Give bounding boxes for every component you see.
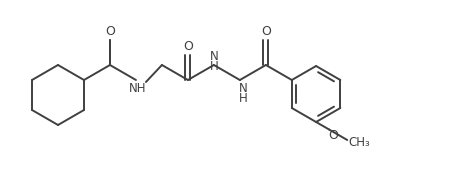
Text: O: O (328, 129, 337, 142)
Text: H: H (238, 92, 247, 104)
Text: NH: NH (129, 83, 147, 95)
Text: O: O (105, 25, 115, 38)
Text: O: O (182, 40, 192, 53)
Text: N: N (209, 50, 218, 63)
Text: H: H (209, 60, 218, 73)
Text: CH₃: CH₃ (348, 136, 369, 148)
Text: O: O (260, 25, 270, 38)
Text: N: N (238, 81, 247, 94)
